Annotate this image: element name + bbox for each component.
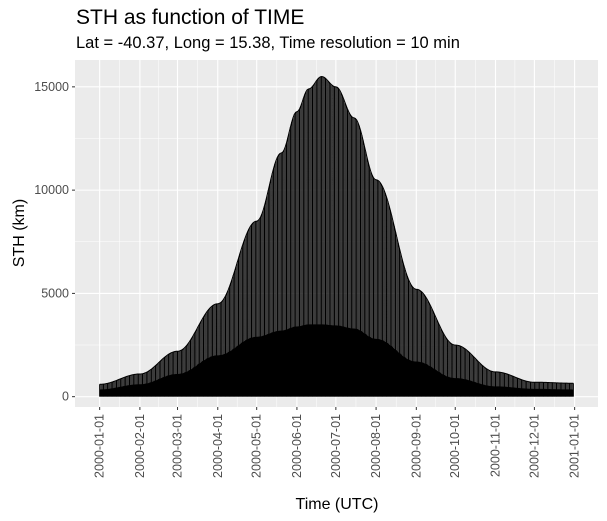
x-tick-label: 2000-02-01 xyxy=(133,414,147,478)
x-tick-label: 2000-06-01 xyxy=(290,414,304,478)
y-axis: 0 5000 10000 15000 xyxy=(34,80,75,404)
x-tick-label: 2000-07-01 xyxy=(329,414,343,478)
x-tick-label: 2000-05-01 xyxy=(250,414,264,478)
y-tick-label: 15000 xyxy=(34,80,69,94)
x-axis-title: Time (UTC) xyxy=(296,496,379,513)
x-tick-label: 2000-11-01 xyxy=(488,414,502,477)
y-tick-label: 0 xyxy=(62,390,69,404)
chart-subtitle: Lat = -40.37, Long = 15.38, Time resolut… xyxy=(76,34,460,52)
data-marks xyxy=(99,76,574,397)
y-tick-label: 5000 xyxy=(41,286,69,300)
x-tick-label: 2000-03-01 xyxy=(171,414,185,478)
series-daily-spikes xyxy=(99,76,574,397)
y-axis-title: STH (km) xyxy=(11,199,28,267)
series-envelope-line xyxy=(99,76,574,385)
y-tick-label: 10000 xyxy=(34,183,69,197)
x-tick-label: 2000-04-01 xyxy=(211,414,225,478)
x-axis: 2000-01-01 2000-02-01 2000-03-01 2000-04-01… xyxy=(93,407,582,478)
x-tick-label: 2000-01-01 xyxy=(93,414,107,478)
x-tick-label: 2000-09-01 xyxy=(409,414,423,478)
x-tick-label: 2000-08-01 xyxy=(369,414,383,478)
x-tick-label: 2000-12-01 xyxy=(527,414,541,478)
chart-title: STH as function of TIME xyxy=(76,6,305,29)
x-tick-label: 2001-01-01 xyxy=(568,414,582,478)
x-tick-label: 2000-10-01 xyxy=(448,414,462,478)
